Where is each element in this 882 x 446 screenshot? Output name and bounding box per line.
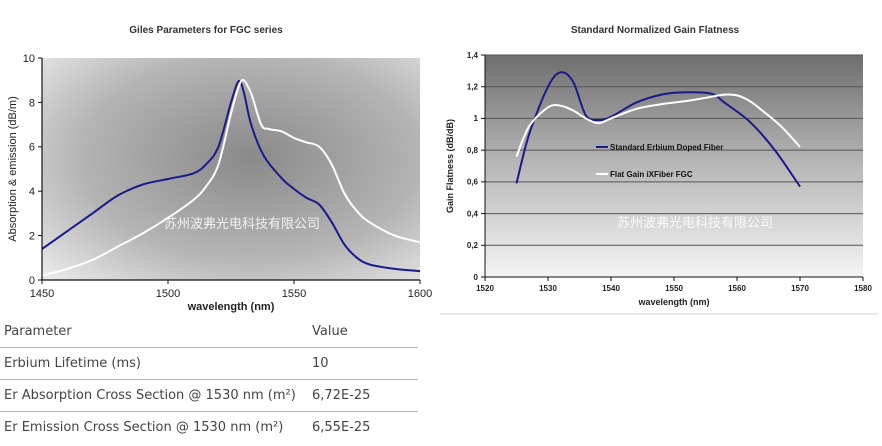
- x-tick-label: 1500: [156, 288, 180, 300]
- series-line-1: [515, 71, 801, 188]
- row-parameter: Er Absorption Cross Section @ 1530 nm (m…: [4, 388, 296, 403]
- y-tick-label: 8: [29, 97, 35, 109]
- chart1-xlabel: wavelength (nm): [187, 301, 275, 313]
- chart1-plot-area: [42, 58, 420, 280]
- y-tick-label: 0,8: [467, 146, 479, 155]
- header-parameter: Parameter: [4, 324, 72, 339]
- y-tick-label: 2: [29, 230, 35, 242]
- y-tick-label: 0,2: [467, 241, 479, 250]
- y-tick-label: 0,4: [467, 209, 479, 218]
- y-tick-label: 0: [29, 275, 35, 287]
- row-value: 6,55E-25: [312, 420, 371, 435]
- table-row: Erbium Lifetime (ms) 10: [0, 348, 418, 380]
- gain-flatness-chart: Standard Normalized Gain Flatness 0 0,2 0,…: [445, 25, 872, 307]
- row-parameter: Er Emission Cross Section @ 1530 nm (m²): [4, 420, 284, 435]
- header-value: Value: [312, 324, 348, 339]
- legend-label-standard: Standard Erbium Doped Fiber: [610, 143, 723, 152]
- x-tick-label: 1520: [476, 284, 494, 293]
- chart1-ylabel: Absorption & emission (dB/m): [7, 96, 19, 242]
- chart1-title: Giles Parameters for FGC series: [129, 25, 283, 36]
- x-tick-label: 1580: [854, 284, 872, 293]
- y-tick-label: 1: [474, 114, 479, 123]
- absorption-emission-chart: Giles Parameters for FGC series 0 2 4 6 8 10 1…: [7, 25, 432, 313]
- chart2-ylabel: Gain Flatness (dB/dB): [445, 119, 455, 213]
- legend-label-flat: Flat Gain iXFiber FGC: [610, 170, 693, 179]
- chart2-title: Standard Normalized Gain Flatness: [571, 25, 740, 36]
- series-line-2: [515, 93, 801, 157]
- y-tick-label: 0: [474, 273, 479, 282]
- y-tick-label: 1,4: [467, 51, 479, 60]
- series-line-1: [41, 79, 421, 273]
- x-tick-label: 1570: [791, 284, 809, 293]
- x-tick-label: 1550: [282, 288, 306, 300]
- x-tick-label: 1450: [30, 288, 54, 300]
- charts-canvas: Giles Parameters for FGC series 02468101…: [7, 25, 878, 315]
- parameter-table: Parameter Value Erbium Lifetime (ms) 10 …: [0, 316, 418, 443]
- x-tick-label: 1540: [602, 284, 620, 293]
- y-tick-label: 6: [29, 142, 35, 154]
- y-tick-label: 4: [29, 186, 35, 198]
- row-value: 10: [312, 356, 329, 371]
- table-header-row: Parameter Value: [0, 316, 418, 348]
- y-tick-label: 1,2: [467, 83, 479, 92]
- y-tick-label: 0,6: [467, 178, 479, 187]
- chart2-plot-area: [485, 55, 863, 277]
- chart1-watermark: 苏州波弗光电科技有限公司: [164, 216, 320, 231]
- table-row: Er Emission Cross Section @ 1530 nm (m²)…: [0, 412, 418, 444]
- table-row: Er Absorption Cross Section @ 1530 nm (m…: [0, 380, 418, 412]
- row-value: 6,72E-25: [312, 388, 371, 403]
- x-tick-label: 1530: [539, 284, 557, 293]
- row-parameter: Erbium Lifetime (ms): [4, 356, 141, 371]
- series-line-2: [41, 78, 421, 277]
- x-tick-label: 1560: [728, 284, 746, 293]
- y-tick-label: 10: [23, 53, 35, 65]
- chart2-watermark: 苏州波弗光电科技有限公司: [617, 215, 773, 230]
- x-tick-label: 1550: [665, 284, 683, 293]
- chart2-xlabel: wavelength (nm): [637, 297, 709, 307]
- x-tick-label: 1600: [408, 288, 432, 300]
